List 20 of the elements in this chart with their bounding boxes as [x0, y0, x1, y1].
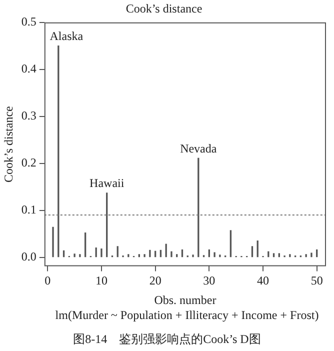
chart-title: Cook’s distance — [126, 1, 202, 16]
text: lm(Murder ~ Population + Illiteracy + Income + Frost) — [54, 308, 320, 323]
y-tick-label: 0.0 — [21, 249, 36, 264]
annotation: Hawaii — [90, 176, 125, 190]
x-tick-label: 50 — [310, 274, 323, 288]
y-tick-label: 0.3 — [21, 108, 36, 123]
y-tick-label: 0.4 — [21, 62, 36, 76]
y-tick-label: 0.1 — [21, 202, 36, 216]
annotation: Alaska — [50, 29, 84, 44]
x-tick-label: 30 — [203, 274, 216, 288]
x-axis-title: Obs. number — [154, 292, 216, 307]
x-tick-label: 40 — [257, 274, 270, 288]
y-tick-label: 0.5 — [21, 14, 36, 29]
annotation: Nevada — [180, 141, 218, 156]
x-tick-label: 0 — [44, 274, 51, 288]
y-tick-label: 0.2 — [21, 155, 36, 170]
y-axis-title: Cook’s distance — [1, 106, 16, 182]
x-tick-label: 10 — [95, 274, 108, 288]
caption: 图8-14 鉴别强影响点的Cook’s D图 — [72, 331, 262, 348]
x-tick-label: 20 — [149, 274, 162, 288]
